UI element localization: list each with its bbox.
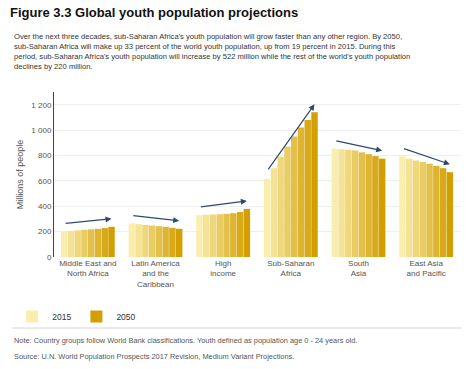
svg-text:200: 200 <box>38 227 52 236</box>
svg-text:2050: 2050 <box>116 312 135 322</box>
svg-text:800: 800 <box>38 151 52 160</box>
svg-text:Note: Country groups follow Wo: Note: Country groups follow World Bank c… <box>14 336 357 345</box>
svg-text:East Asiaand Pacific: East Asiaand Pacific <box>407 259 446 278</box>
svg-text:1 000: 1 000 <box>31 126 52 135</box>
svg-text:Middle East andNorth Africa: Middle East andNorth Africa <box>59 259 116 278</box>
svg-text:Figure 3.3 Global youth popula: Figure 3.3 Global youth population proje… <box>10 5 298 20</box>
svg-text:600: 600 <box>38 177 52 186</box>
svg-text:400: 400 <box>38 202 52 211</box>
svg-text:SouthAsia: SouthAsia <box>348 259 369 278</box>
svg-text:Highincome: Highincome <box>210 259 236 278</box>
svg-text:Sub-SaharanAfrica: Sub-SaharanAfrica <box>267 259 314 278</box>
svg-text:Latin Americaand theCaribbean: Latin Americaand theCaribbean <box>131 259 180 289</box>
svg-text:Millions of people: Millions of people <box>15 140 25 210</box>
svg-text:Source: U.N. World Population: Source: U.N. World Population Prospects … <box>14 352 294 361</box>
svg-text:2015: 2015 <box>52 312 71 322</box>
svg-text:1 200: 1 200 <box>31 100 52 109</box>
svg-text:Over the next three decades, s: Over the next three decades, sub-Saharan… <box>14 32 410 71</box>
svg-text:0: 0 <box>47 253 52 262</box>
